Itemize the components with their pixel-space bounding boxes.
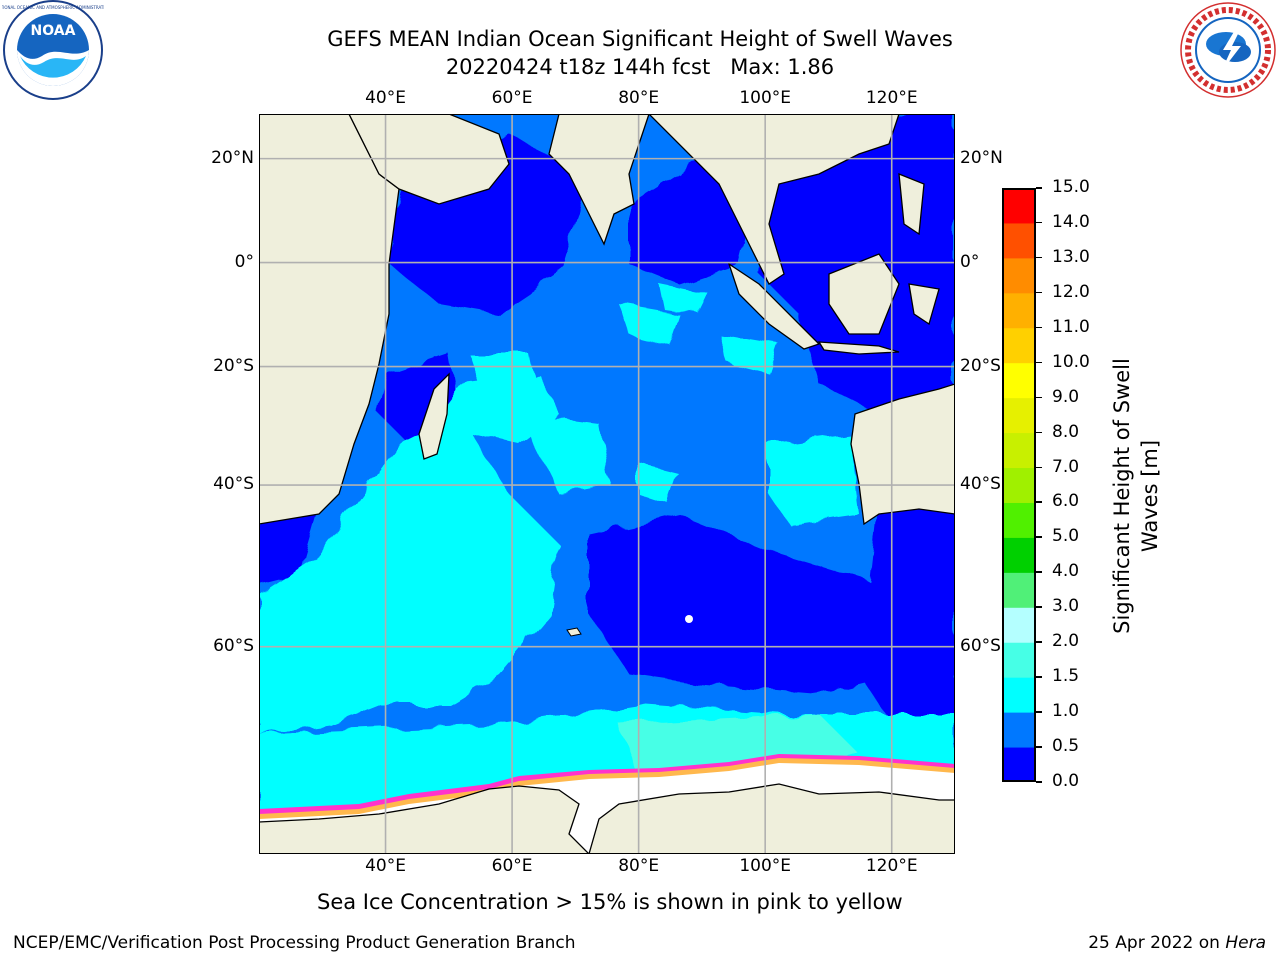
footer-host: Hera (1225, 933, 1266, 953)
colorbar-segment (1002, 362, 1036, 399)
colorbar-label-wrap: Significant Height of Swell Waves [m] (988, 358, 1280, 634)
colorbar-segment (1002, 222, 1036, 259)
sea-ice-note: Sea Ice Concentration > 15% is shown in … (317, 890, 903, 914)
graticule (259, 114, 955, 854)
colorbar-tick-label: 12.0 (1052, 281, 1090, 302)
lon-tick-label-top: 100°E (739, 88, 792, 108)
footer-right: 25 Apr 2022 on Hera (1088, 933, 1266, 953)
lon-tick-label-bottom: 60°E (491, 856, 533, 876)
lon-tick-label-top: 80°E (618, 88, 660, 108)
lon-tick-label-top: 40°E (365, 88, 406, 108)
colorbar-tick-label: 1.0 (1052, 701, 1080, 722)
colorbar-tick-mark (1036, 466, 1042, 469)
colorbar-tick-mark (1036, 221, 1042, 224)
colorbar-segment (1002, 292, 1036, 329)
colorbar-tick-mark (1036, 746, 1042, 748)
lon-tick-label-bottom: 80°E (618, 856, 660, 876)
colorbar-segment (1002, 502, 1036, 538)
colorbar-tick-label: 11.0 (1052, 316, 1090, 337)
lat-tick-label-right: 60°S (960, 635, 1001, 656)
colorbar-tick-label: 0.5 (1052, 736, 1080, 757)
colorbar-tick-mark (1036, 606, 1042, 608)
colorbar-tick-label: 3.0 (1052, 596, 1080, 617)
colorbar-segment (1002, 712, 1036, 748)
colorbar-frame (1002, 188, 1036, 782)
colorbar-tick-mark (1036, 641, 1042, 643)
colorbar-tick-label: 15.0 (1052, 177, 1090, 197)
colorbar-segment (1002, 327, 1036, 364)
colorbar-tick-label: 5.0 (1052, 526, 1080, 547)
colorbar-tick-label: 9.0 (1052, 386, 1080, 407)
colorbar-tick-label: 4.0 (1052, 561, 1080, 582)
colorbar-tick-mark (1036, 396, 1042, 399)
lat-tick-label-right: 20°N (960, 147, 1003, 168)
lat-tick-label-left: 0° (234, 251, 254, 272)
heard-island-mark (685, 615, 693, 623)
moderate-swell-regions (259, 284, 955, 814)
footer-left: NCEP/EMC/Verification Post Processing Pr… (13, 933, 576, 953)
colorbar-tick-label: 2.0 (1052, 631, 1080, 652)
colorbar-tick-mark (1036, 571, 1042, 573)
colorbar-label: Significant Height of Swell Waves [m] (1110, 358, 1162, 634)
lat-tick-label-left: 40°S (213, 474, 254, 495)
colorbar-tick-mark (1036, 361, 1042, 364)
colorbar-segment (1002, 572, 1036, 608)
map-title-line1: GEFS MEAN Indian Ocean Significant Heigh… (327, 27, 953, 51)
colorbar-segment (1002, 747, 1036, 782)
colorbar-tick-label: 8.0 (1052, 421, 1080, 442)
colorbar-tick-mark (1036, 291, 1042, 294)
land (259, 114, 955, 854)
colorbar-segment (1002, 397, 1036, 434)
lon-tick-label-bottom: 40°E (365, 856, 406, 876)
colorbar-tick-label: 14.0 (1052, 211, 1090, 232)
colorbar-tick-mark (1036, 536, 1042, 538)
colorbar-segment (1002, 537, 1036, 573)
svg-text:NATIONAL OCEANIC AND ATMOSPHER: NATIONAL OCEANIC AND ATMOSPHERIC ADMINIS… (2, 5, 104, 10)
lon-tick-label-bottom: 120°E (865, 856, 918, 876)
colorbar-tick-label: 0.0 (1052, 771, 1080, 791)
colorbar-segment (1002, 467, 1036, 503)
svg-text:NOAA: NOAA (31, 23, 76, 39)
colorbar-tick-mark (1036, 711, 1042, 713)
colorbar-segment (1002, 642, 1036, 678)
colorbar-tick-mark (1036, 431, 1042, 434)
footer-date: 25 Apr 2022 on (1088, 933, 1226, 953)
kerguelen-island (566, 627, 582, 637)
colorbar (1002, 188, 1036, 782)
colorbar-tick-label: 10.0 (1052, 351, 1090, 372)
colorbar-tick-mark (1036, 256, 1042, 259)
lon-tick-label-bottom: 100°E (739, 856, 792, 876)
colorbar-tick-mark (1036, 676, 1042, 678)
colorbar-segment (1002, 188, 1036, 224)
lon-tick-label-top: 120°E (865, 88, 918, 108)
colorbar-tick-mark (1036, 187, 1042, 189)
colorbar-tick-mark (1036, 501, 1042, 503)
lat-tick-label-right: 40°S (960, 474, 1001, 495)
colorbar-segment (1002, 432, 1036, 469)
colorbar-tick-label: 13.0 (1052, 246, 1090, 267)
lat-tick-label-right: 20°S (960, 355, 1001, 376)
lat-tick-label-left: 20°N (211, 147, 254, 168)
colorbar-segment (1002, 607, 1036, 643)
colorbar-tick-label: 7.0 (1052, 456, 1080, 477)
colorbar-tick-label: 1.5 (1052, 666, 1080, 687)
colorbar-tick-mark (1036, 326, 1042, 329)
lat-tick-label-left: 20°S (213, 355, 254, 376)
nws-logo (1180, 2, 1276, 98)
lat-tick-label-left: 60°S (213, 635, 254, 656)
colorbar-segment (1002, 257, 1036, 294)
lon-tick-label-top: 60°E (491, 88, 533, 108)
map-panel (259, 114, 955, 854)
lat-tick-label-right: 0° (960, 251, 980, 272)
colorbar-tick-label: 6.0 (1052, 491, 1080, 512)
noaa-logo: NOAA NATIONAL OCEANIC AND ATMOSPHERIC AD… (2, 0, 104, 100)
colorbar-segment (1002, 677, 1036, 713)
map-title-line2: 20220424 t18z 144h fcst Max: 1.86 (445, 55, 835, 79)
colorbar-tick-mark (1036, 781, 1042, 783)
